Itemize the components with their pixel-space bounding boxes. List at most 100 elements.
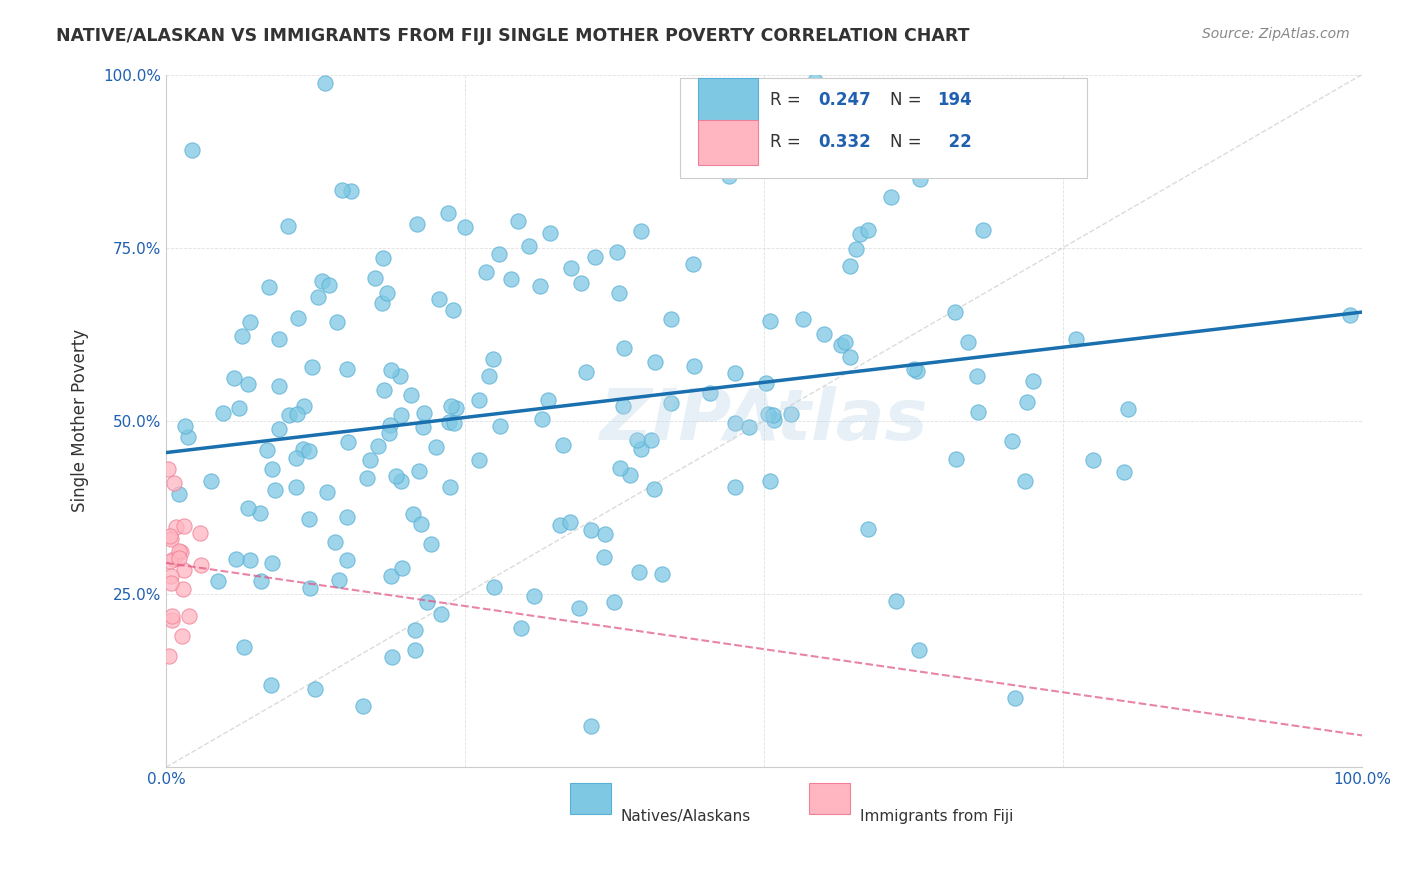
Point (724, 480, 747, 494)
Point (292, 399, 315, 413)
Text: ZIPAtlas: ZIPAtlas (600, 386, 928, 456)
Point (307, 290, 329, 304)
FancyBboxPatch shape (571, 783, 610, 814)
Point (160, 608, 183, 623)
Point (838, 259, 860, 273)
Point (239, 553, 262, 567)
Text: 22: 22 (938, 134, 972, 152)
Point (439, 480, 461, 494)
Point (592, 549, 614, 564)
Point (412, 419, 434, 434)
Point (328, 573, 350, 587)
Point (170, 545, 193, 559)
Point (260, 556, 283, 570)
Point (755, 376, 778, 391)
Point (174, 419, 197, 434)
Point (967, 405, 990, 419)
Point (488, 418, 510, 433)
Point (640, 433, 662, 447)
Text: N =: N = (890, 134, 927, 152)
Point (905, 364, 928, 378)
Point (1004, 691, 1026, 706)
Point (1116, 401, 1139, 416)
Point (517, 239, 540, 253)
Point (408, 464, 430, 478)
Point (173, 563, 195, 577)
Point (908, 642, 931, 657)
Point (263, 483, 285, 497)
Point (228, 401, 250, 415)
Point (508, 214, 530, 228)
Point (738, 420, 761, 434)
Point (207, 574, 229, 589)
Point (1021, 374, 1043, 388)
Point (352, 699, 374, 714)
Point (966, 368, 988, 383)
Point (579, 524, 602, 538)
Point (336, 361, 359, 376)
Point (569, 276, 592, 290)
Point (762, 409, 785, 423)
Point (437, 206, 460, 220)
Point (499, 272, 522, 286)
Text: 194: 194 (938, 91, 972, 109)
Point (190, 558, 212, 573)
Point (437, 415, 460, 429)
Point (380, 363, 402, 377)
Point (167, 487, 190, 501)
Point (560, 261, 582, 276)
Text: Source: ZipAtlas.com: Source: ZipAtlas.com (1202, 27, 1350, 41)
Point (160, 533, 183, 547)
Point (325, 315, 347, 329)
Point (956, 334, 979, 349)
Text: 0.247: 0.247 (818, 91, 870, 109)
Point (160, 613, 183, 627)
Point (468, 453, 491, 467)
Point (834, 334, 856, 349)
Point (156, 462, 179, 476)
Point (1014, 474, 1036, 488)
Text: Immigrants from Fiji: Immigrants from Fiji (859, 809, 1014, 824)
Point (285, 407, 308, 421)
Point (291, 442, 314, 457)
Point (239, 315, 262, 329)
Point (356, 471, 378, 485)
Point (762, 413, 785, 427)
Point (311, 274, 333, 288)
Point (908, 172, 931, 186)
Point (579, 718, 602, 732)
Point (249, 506, 271, 520)
Point (336, 510, 359, 524)
Point (314, 76, 336, 90)
Point (856, 522, 879, 536)
Point (297, 444, 319, 458)
Point (468, 393, 491, 408)
Point (163, 552, 186, 566)
Point (1083, 453, 1105, 467)
Point (380, 569, 402, 583)
Point (159, 529, 181, 543)
Point (585, 250, 607, 264)
Point (659, 396, 682, 410)
Point (718, 169, 741, 183)
Point (510, 621, 533, 635)
Point (607, 285, 630, 300)
Point (529, 279, 551, 293)
Text: N =: N = (890, 91, 927, 109)
Point (548, 518, 571, 533)
Point (159, 554, 181, 568)
Point (173, 519, 195, 533)
Point (262, 462, 284, 476)
Point (558, 516, 581, 530)
Point (482, 351, 505, 366)
Point (845, 242, 868, 256)
Point (630, 223, 652, 237)
Point (167, 544, 190, 558)
Point (478, 369, 501, 384)
Point (167, 550, 190, 565)
Point (837, 136, 859, 151)
Point (373, 384, 395, 398)
Point (792, 311, 814, 326)
Point (643, 482, 665, 496)
Point (318, 278, 340, 293)
